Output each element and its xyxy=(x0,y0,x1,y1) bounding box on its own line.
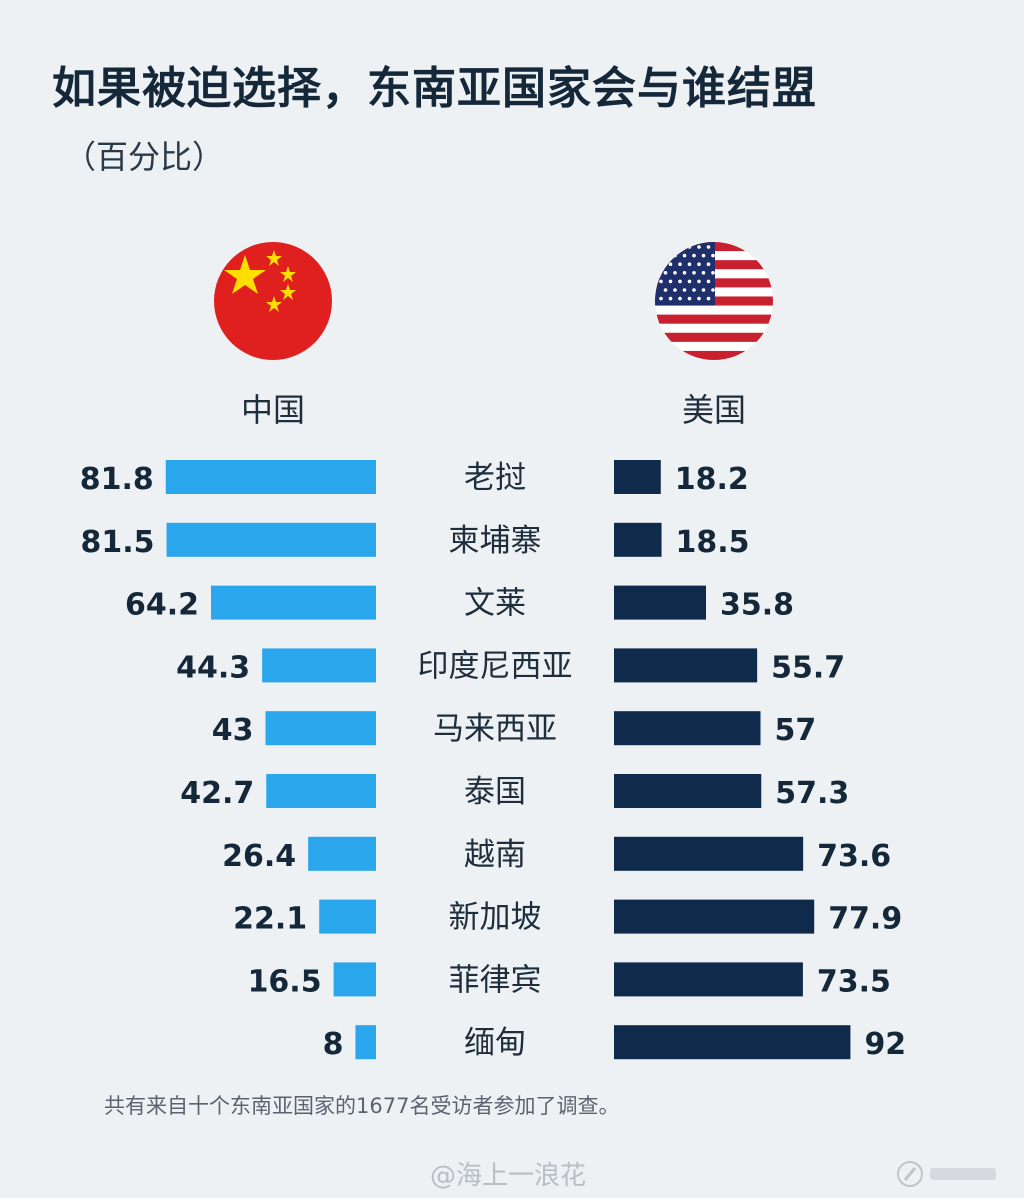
china-flag-icon xyxy=(214,242,332,360)
bar-china xyxy=(262,648,376,683)
usa-label: 美国 xyxy=(681,391,746,429)
bar-usa xyxy=(614,836,804,871)
chart-title: 如果被迫选择，东南亚国家会与谁结盟 xyxy=(52,63,817,114)
category-label: 马来西亚 xyxy=(433,711,557,747)
value-label-usa: 57.3 xyxy=(775,776,849,811)
value-label-china: 8 xyxy=(323,1027,344,1062)
category-label: 菲律宾 xyxy=(449,962,542,998)
category-label: 印度尼西亚 xyxy=(418,648,573,684)
value-label-china: 81.5 xyxy=(81,525,155,560)
bar-usa xyxy=(614,711,761,746)
value-label-usa: 77.9 xyxy=(828,902,902,937)
bar-usa xyxy=(614,585,707,620)
bar-china xyxy=(355,1025,376,1060)
bar-china xyxy=(265,711,376,746)
bar-china xyxy=(165,460,376,494)
value-label-china: 81.8 xyxy=(80,462,154,497)
value-label-usa: 57 xyxy=(774,713,816,748)
site-logo-icon xyxy=(897,1161,996,1187)
category-label: 泰国 xyxy=(464,774,526,810)
value-label-china: 16.5 xyxy=(248,964,322,999)
category-label: 缅甸 xyxy=(464,1025,526,1061)
value-label-china: 44.3 xyxy=(176,650,250,685)
category-label: 新加坡 xyxy=(449,900,542,936)
category-label: 柬埔寨 xyxy=(449,523,542,559)
bar-china xyxy=(319,899,376,934)
bar-usa xyxy=(614,962,803,997)
value-label-usa: 18.2 xyxy=(675,462,749,497)
value-label-usa: 55.7 xyxy=(771,650,845,685)
bar-usa xyxy=(614,648,758,683)
bar-usa xyxy=(614,1025,851,1060)
bar-usa xyxy=(614,460,661,494)
value-label-usa: 18.5 xyxy=(676,525,750,560)
value-label-china: 26.4 xyxy=(222,839,296,874)
bar-usa xyxy=(614,774,762,808)
value-label-china: 42.7 xyxy=(180,776,254,811)
bar-china xyxy=(266,774,376,808)
bar-china xyxy=(211,585,376,620)
value-label-usa: 73.6 xyxy=(817,839,891,874)
value-label-china: 43 xyxy=(212,713,254,748)
category-label: 越南 xyxy=(464,837,526,873)
value-label-usa: 73.5 xyxy=(817,964,891,999)
category-label: 文莱 xyxy=(464,586,526,622)
bar-china xyxy=(333,962,376,997)
footnote: 共有来自十个东南亚国家的1677名受访者参加了调查。 xyxy=(104,1094,620,1118)
value-label-usa: 35.8 xyxy=(720,588,794,623)
bar-usa xyxy=(614,899,815,934)
value-label-usa: 92 xyxy=(864,1027,906,1062)
bar-usa xyxy=(614,522,662,557)
value-label-china: 22.1 xyxy=(233,902,307,937)
category-label: 老挝 xyxy=(464,460,526,496)
bar-china xyxy=(308,836,376,871)
value-label-china: 64.2 xyxy=(125,588,199,623)
bar-china xyxy=(166,522,376,557)
usa-flag-icon xyxy=(655,242,773,360)
watermark: @海上一浪花 xyxy=(430,1161,587,1191)
butterfly-bar-chart: 81.8 18.2 老挝 81.5 18.5 柬埔寨 64.2 35.8 文莱 44.3 55.7 印… xyxy=(80,460,906,1062)
chart-subtitle: （百分比） xyxy=(64,138,225,176)
china-label: 中国 xyxy=(240,391,305,429)
